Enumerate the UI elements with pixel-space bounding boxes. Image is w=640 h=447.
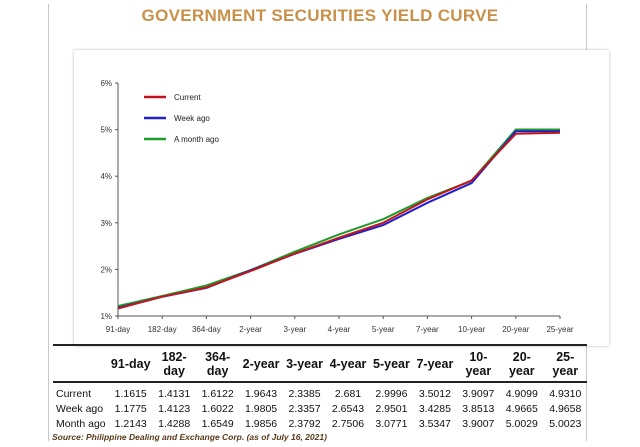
- table-cell: 5.0023: [549, 417, 582, 430]
- table-header-cell: 2-year: [239, 344, 283, 383]
- table-header-cell: 25-year: [543, 344, 587, 383]
- table-header-cell: 5-year: [369, 344, 414, 383]
- table-header-cell: 4-year: [326, 344, 370, 383]
- x-tick-label: 7-year: [416, 325, 439, 334]
- table-row: Current 1.1615 1.4131 1.6122 1.9643 2.33…: [53, 382, 587, 401]
- table-header-cell: 7-year: [413, 344, 457, 383]
- row-label: Month ago: [56, 417, 106, 430]
- x-tick-label: 91-day: [106, 325, 130, 334]
- table-cell: 3.5347: [418, 417, 451, 430]
- table-cell: 2.7506: [331, 417, 365, 430]
- y-tick-label: 5%: [100, 126, 112, 135]
- table-cell: 1.4131: [158, 387, 191, 400]
- table-cell: 2.3385: [288, 387, 321, 400]
- yield-table: 91-day 182-day 364-day 2-year 3-year 4-y…: [53, 344, 587, 431]
- table-row: Week ago 1.1775 1.4123 1.6022 1.9805 2.3…: [53, 401, 587, 416]
- table-header-cell: [53, 344, 109, 383]
- x-tick-label: 10-year: [458, 325, 485, 334]
- x-tick-label: 20-year: [502, 325, 529, 334]
- x-tick-label: 182-day: [148, 325, 177, 334]
- table-cell: 2.3792: [288, 417, 321, 430]
- table-cell: 2.9996: [375, 387, 408, 400]
- table-header-cell: 91-day: [109, 344, 153, 383]
- yield-curve-chart: 1% 2% 3% 4% 5% 6% 91-day 182-day 364-day 2-year 3-…: [100, 79, 573, 334]
- table-cell: 2.681: [334, 387, 362, 400]
- table-cell: 1.9643: [245, 387, 278, 400]
- series-line-current: [117, 131, 561, 310]
- table-cell: 1.6549: [201, 417, 234, 430]
- table-cell: 1.6022: [201, 402, 234, 415]
- table-cell: 3.9097: [462, 387, 495, 400]
- table-cell: 1.4288: [158, 417, 191, 430]
- table-cell: 4.9658: [549, 402, 582, 415]
- y-tick-label: 3%: [100, 219, 112, 228]
- table-cell: 1.6122: [201, 387, 234, 400]
- legend-label: Current: [174, 93, 201, 102]
- legend-label: A month ago: [174, 135, 219, 144]
- row-label: Week ago: [56, 402, 104, 415]
- table-cell: 5.0029: [505, 417, 538, 430]
- table-cell: 4.9099: [505, 387, 538, 400]
- table-header-cell: 10-year: [456, 344, 501, 383]
- table-cell: 1.1615: [114, 387, 147, 400]
- table-cell: 1.9856: [245, 417, 278, 430]
- table-header-cell: 20-year: [500, 344, 544, 383]
- y-tick-label: 6%: [100, 79, 112, 88]
- source-note: Source: Philippine Dealing and Exchange …: [52, 432, 327, 442]
- table-cell: 4.9665: [505, 402, 538, 415]
- table-cell: 4.9310: [549, 387, 582, 400]
- x-tick-label: 364-day: [192, 325, 221, 334]
- table-cell: 3.4285: [418, 402, 451, 415]
- table-cell: 1.9805: [245, 402, 278, 415]
- chart-title: GOVERNMENT SECURITIES YIELD CURVE: [141, 6, 499, 25]
- table-header-cell: 3-year: [282, 344, 327, 383]
- table-cell: 2.3357: [288, 402, 321, 415]
- table-cell: 1.1775: [114, 402, 147, 415]
- x-tick-label: 25-year: [546, 325, 573, 334]
- table-cell: 3.9007: [462, 417, 495, 430]
- x-tick-label: 3-year: [283, 325, 306, 334]
- x-tick-label: 4-year: [328, 325, 351, 334]
- table-cell: 1.4123: [158, 402, 191, 415]
- table-header-row: 91-day 182-day 364-day 2-year 3-year 4-y…: [53, 344, 587, 383]
- x-tick-label: 2-year: [239, 325, 262, 334]
- table-cell: 1.2143: [114, 417, 147, 430]
- row-label: Current: [56, 387, 92, 400]
- chart-panel: 1% 2% 3% 4% 5% 6% 91-day 182-day 364-day 2-year 3-…: [74, 50, 609, 346]
- y-tick-label: 2%: [100, 265, 112, 274]
- y-tick-label: 4%: [100, 172, 112, 181]
- y-tick-label: 1%: [100, 312, 112, 321]
- table-cell: 3.8513: [462, 402, 495, 415]
- legend-label: Week ago: [174, 114, 210, 123]
- table-row: Month ago 1.2143 1.4288 1.6549 1.9856 2.…: [53, 416, 587, 431]
- table-cell: 2.9501: [375, 402, 408, 415]
- table-cell: 2.6543: [331, 402, 365, 415]
- table-header-cell: 364-day: [195, 344, 240, 383]
- table-cell: 3.5012: [418, 387, 451, 400]
- x-tick-label: 5-year: [372, 325, 395, 334]
- table-cell: 3.0771: [375, 417, 408, 430]
- table-header-cell: 182-day: [152, 344, 196, 383]
